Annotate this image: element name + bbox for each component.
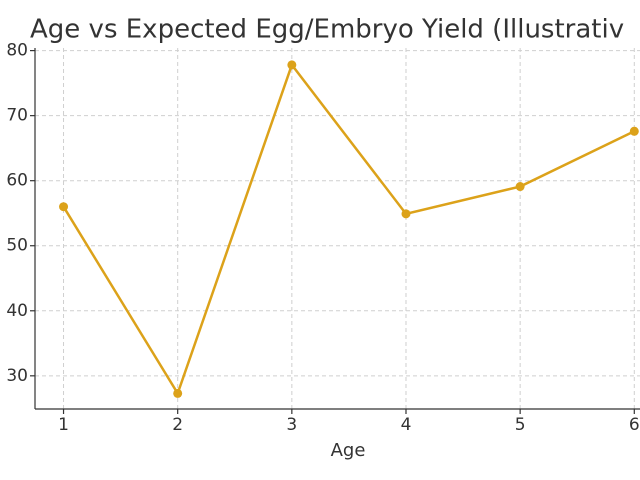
chart-title: Age vs Expected Egg/Embryo Yield (Illust… — [30, 15, 624, 45]
data-point — [287, 60, 297, 70]
data-point — [59, 202, 69, 212]
series-line — [62, 62, 635, 397]
data-point — [173, 388, 183, 398]
y-tick-label: 30 — [6, 366, 28, 386]
y-tick-label: 50 — [6, 236, 28, 256]
y-tick-label: 70 — [6, 106, 28, 126]
x-tick-label: 4 — [401, 415, 412, 435]
x-tick-label: 6 — [629, 415, 640, 435]
data-point — [401, 209, 411, 219]
x-tick-label: 1 — [58, 415, 69, 435]
x-tick-label: 3 — [286, 415, 297, 435]
x-tick-label: 5 — [515, 415, 526, 435]
x-tick-label: 2 — [172, 415, 183, 435]
y-tick-label: 80 — [6, 41, 28, 61]
data-point — [629, 126, 639, 136]
data-point — [515, 182, 525, 192]
y-tick-label: 60 — [6, 171, 28, 191]
y-tick-label: 40 — [6, 301, 28, 321]
x-axis-label: Age — [331, 440, 366, 461]
